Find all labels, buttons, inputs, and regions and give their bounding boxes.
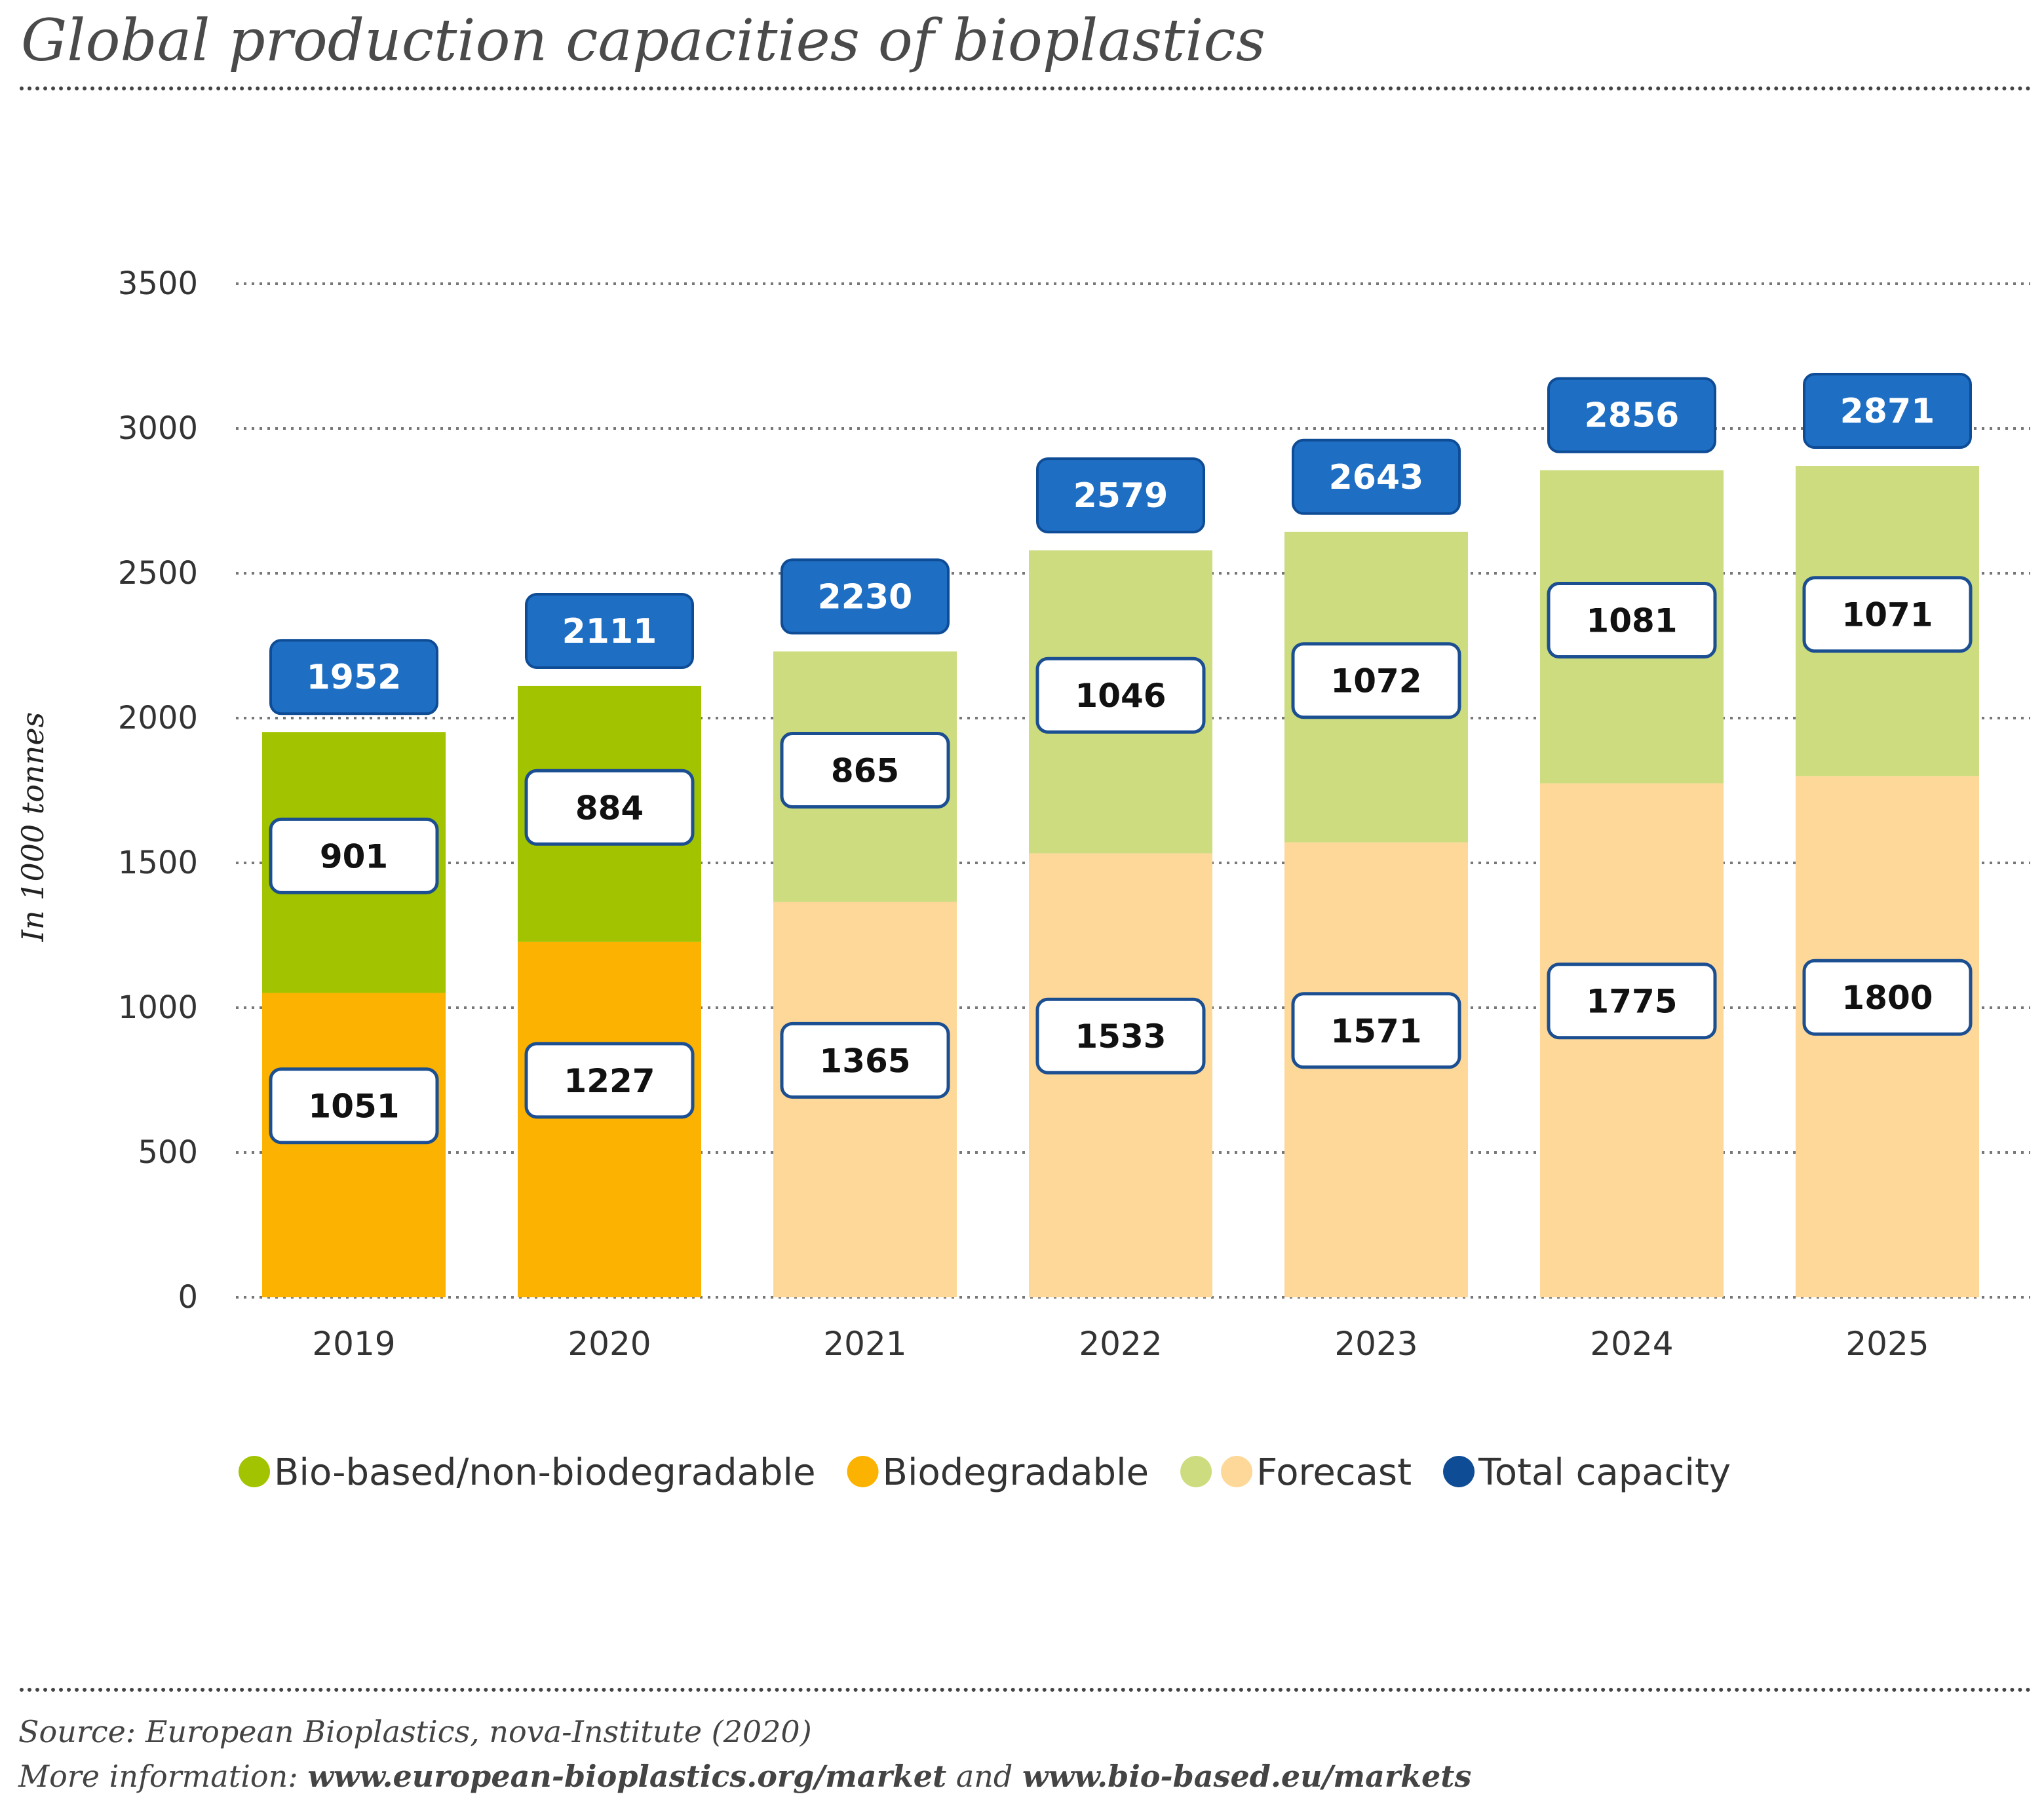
bar-biodegradable-2023 (1284, 842, 1468, 1297)
value-label-box (269, 1067, 439, 1145)
total-label-box (269, 639, 438, 715)
bar-biodegradable-2024 (1540, 783, 1724, 1297)
total-label: 2111 (562, 612, 657, 651)
value-label-box (1547, 582, 1717, 659)
bar-biodegradable-2019 (262, 993, 446, 1297)
value-label-box (269, 817, 439, 894)
more-info-note: More information: www.european-bioplasti… (18, 1759, 1471, 1794)
legend-swatch (1443, 1456, 1475, 1487)
total-label-box (781, 558, 950, 635)
data-label: 901 (320, 837, 388, 875)
bar-biodegradable-2020 (518, 942, 701, 1297)
data-label: 865 (831, 752, 899, 790)
total-label-box (1803, 373, 1972, 449)
more-info-and: and (946, 1759, 1022, 1794)
legend-label: Total capacity (1478, 1451, 1731, 1494)
total-label: 2230 (818, 577, 913, 617)
value-label-box (1291, 642, 1461, 719)
data-label: 1071 (1842, 596, 1933, 634)
data-label: 1051 (308, 1088, 399, 1126)
y-tick-label: 2500 (118, 555, 198, 592)
title-divider (20, 86, 2032, 90)
chart-title: Global production capacities of bioplast… (21, 7, 1265, 74)
y-tick-label: 0 (178, 1279, 198, 1316)
x-tick-label: 2021 (823, 1325, 906, 1363)
footer-divider (20, 1688, 2032, 1692)
value-label-box (1802, 959, 1973, 1036)
data-label: 1775 (1586, 983, 1677, 1021)
total-label: 2871 (1840, 392, 1935, 431)
data-label: 1533 (1075, 1018, 1166, 1056)
value-label-box (780, 1021, 950, 1099)
x-tick-label: 2025 (1845, 1325, 1929, 1363)
legend-label: Biodegradable (883, 1451, 1149, 1494)
value-label-box (1035, 997, 1206, 1075)
total-label: 2579 (1073, 476, 1168, 516)
total-label: 2643 (1329, 458, 1424, 497)
y-tick-label: 1000 (118, 989, 198, 1026)
source-text: Source: European Bioplastics, nova-Insti… (18, 1714, 812, 1749)
bar-biodegradable-2025 (1796, 776, 1979, 1297)
x-tick-label: 2022 (1079, 1325, 1162, 1363)
total-label: 1952 (307, 658, 402, 697)
total-label-box (1036, 457, 1205, 534)
data-label: 1046 (1075, 677, 1166, 715)
y-tick-label: 1500 (118, 845, 198, 881)
total-label: 2856 (1585, 396, 1680, 436)
bar-biodegradable-2021 (773, 902, 957, 1297)
data-label: 884 (575, 789, 644, 827)
y-axis-label: In 1000 tonnes (15, 712, 50, 942)
data-label: 1081 (1586, 602, 1677, 640)
value-label-box (780, 732, 950, 809)
legend-swatch (847, 1456, 879, 1487)
legend-swatch (239, 1456, 270, 1487)
y-tick-label: 500 (138, 1134, 198, 1171)
y-tick-label: 3500 (118, 265, 198, 302)
source-note: Source: European Bioplastics, nova-Insti… (18, 1714, 812, 1749)
data-label: 1800 (1842, 979, 1933, 1017)
data-label: 1072 (1330, 662, 1421, 700)
value-label-box (524, 1042, 695, 1119)
total-label-box (1547, 377, 1716, 453)
total-label-box (525, 592, 694, 669)
value-label-box (1547, 962, 1717, 1040)
more-info-link-bio-based[interactable]: www.bio-based.eu/markets (1022, 1759, 1472, 1794)
legend-label: Forecast (1256, 1451, 1412, 1494)
legend-label: Bio-based/non-biodegradable (274, 1451, 816, 1494)
data-label: 1365 (819, 1042, 910, 1080)
legend-swatch (1221, 1456, 1253, 1487)
x-tick-label: 2019 (312, 1325, 395, 1363)
y-tick-label: 3000 (118, 410, 198, 447)
bar-biodegradable-2022 (1029, 853, 1212, 1297)
legend-swatch (1180, 1456, 1212, 1487)
total-label-box (1292, 438, 1461, 515)
x-tick-label: 2023 (1334, 1325, 1417, 1363)
value-label-box (1035, 657, 1206, 734)
data-label: 1227 (564, 1062, 655, 1100)
more-info-prefix: More information: (18, 1759, 308, 1794)
y-tick-label: 2000 (118, 700, 198, 736)
x-tick-label: 2020 (568, 1325, 651, 1363)
value-label-box (1291, 992, 1461, 1069)
more-info-link-european-bioplastics[interactable]: www.european-bioplastics.org/market (307, 1759, 947, 1794)
x-tick-label: 2024 (1590, 1325, 1673, 1363)
data-label: 1571 (1330, 1012, 1421, 1050)
bar-chart: 0 500 1000 1500 2000 2500 3000 3500 In 1000 tonn… (15, 265, 2030, 1494)
value-label-box (1802, 576, 1973, 653)
value-label-box (524, 769, 695, 846)
